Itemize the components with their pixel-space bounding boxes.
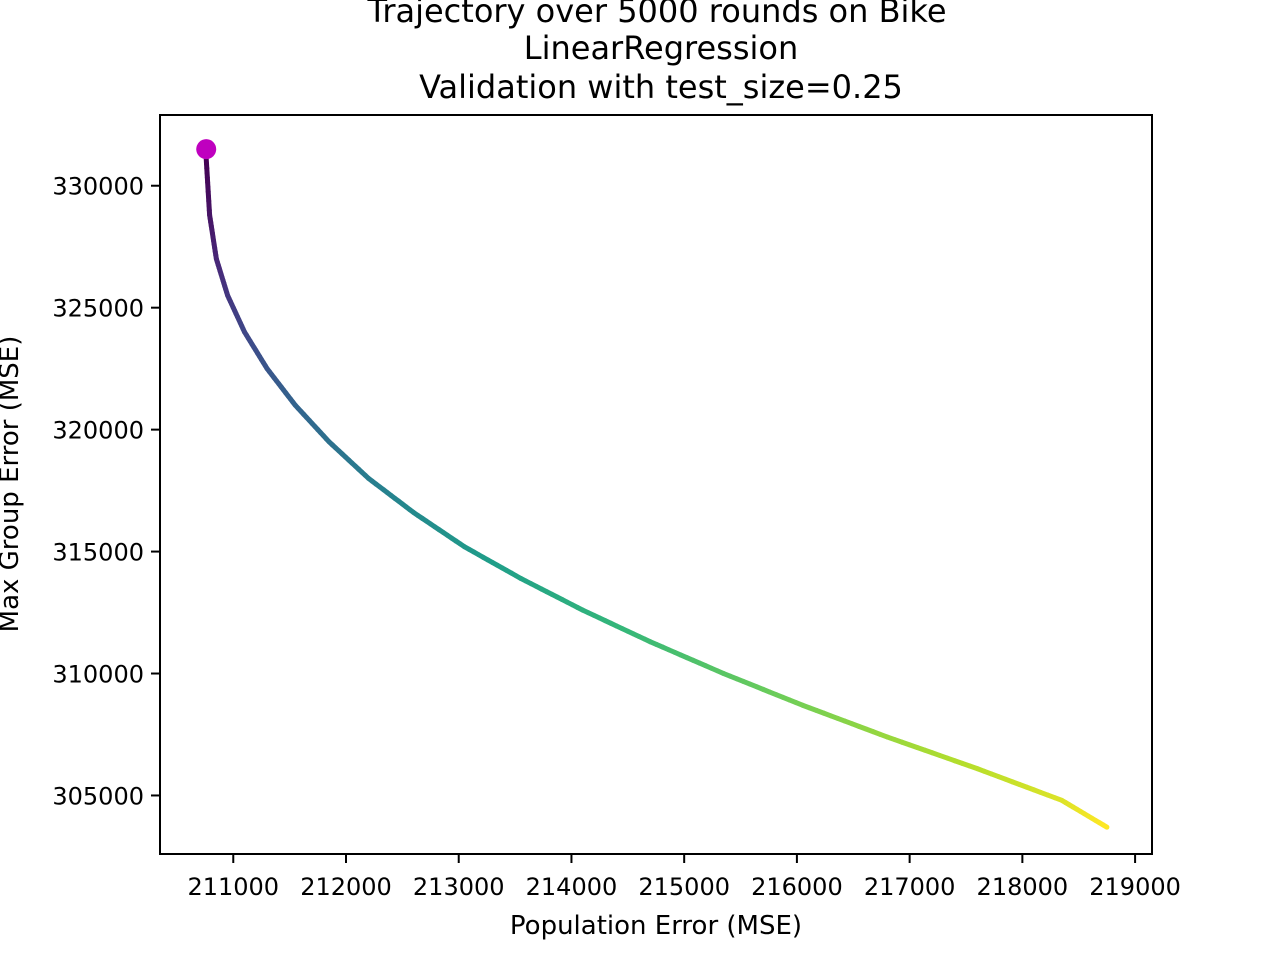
trajectory-segment [1100, 822, 1110, 830]
y-tick-label: 320000 [52, 417, 144, 445]
title-line-2: LinearRegression [524, 29, 798, 67]
x-tick-label: 214000 [526, 873, 618, 901]
x-tick-label: 218000 [977, 873, 1069, 901]
plot-area-frame [159, 114, 1153, 855]
trajectory-curve [203, 156, 1110, 830]
start-marker-layer [196, 139, 217, 160]
x-tick-label: 212000 [300, 873, 392, 901]
y-tick-label: 310000 [52, 661, 144, 689]
y-tick-label: 315000 [52, 539, 144, 567]
y-axis-ticks: 305000 310000 315000 320000 325000 330000 [52, 173, 160, 810]
start-point-marker [196, 139, 217, 160]
y-tick-label: 330000 [52, 173, 144, 201]
x-axis-ticks: 211000 212000 213000 214000 215000 216000 2170… [187, 854, 1181, 901]
x-tick-label: 213000 [413, 873, 505, 901]
chart-title: Trajectory over 5000 rounds on Bike Line… [366, 0, 946, 106]
x-tick-label: 216000 [751, 873, 843, 901]
title-line-3: Validation with test_size=0.25 [419, 68, 903, 106]
x-tick-label: 219000 [1089, 873, 1181, 901]
title-line-1: Trajectory over 5000 rounds on Bike [366, 0, 946, 30]
y-axis-label: Max Group Error (MSE) [0, 336, 25, 633]
x-axis-label: Population Error (MSE) [510, 911, 802, 941]
y-tick-label: 305000 [52, 782, 144, 810]
x-tick-label: 217000 [864, 873, 956, 901]
y-tick-label: 325000 [52, 295, 144, 323]
x-tick-label: 211000 [187, 873, 279, 901]
x-tick-label: 215000 [638, 873, 730, 901]
